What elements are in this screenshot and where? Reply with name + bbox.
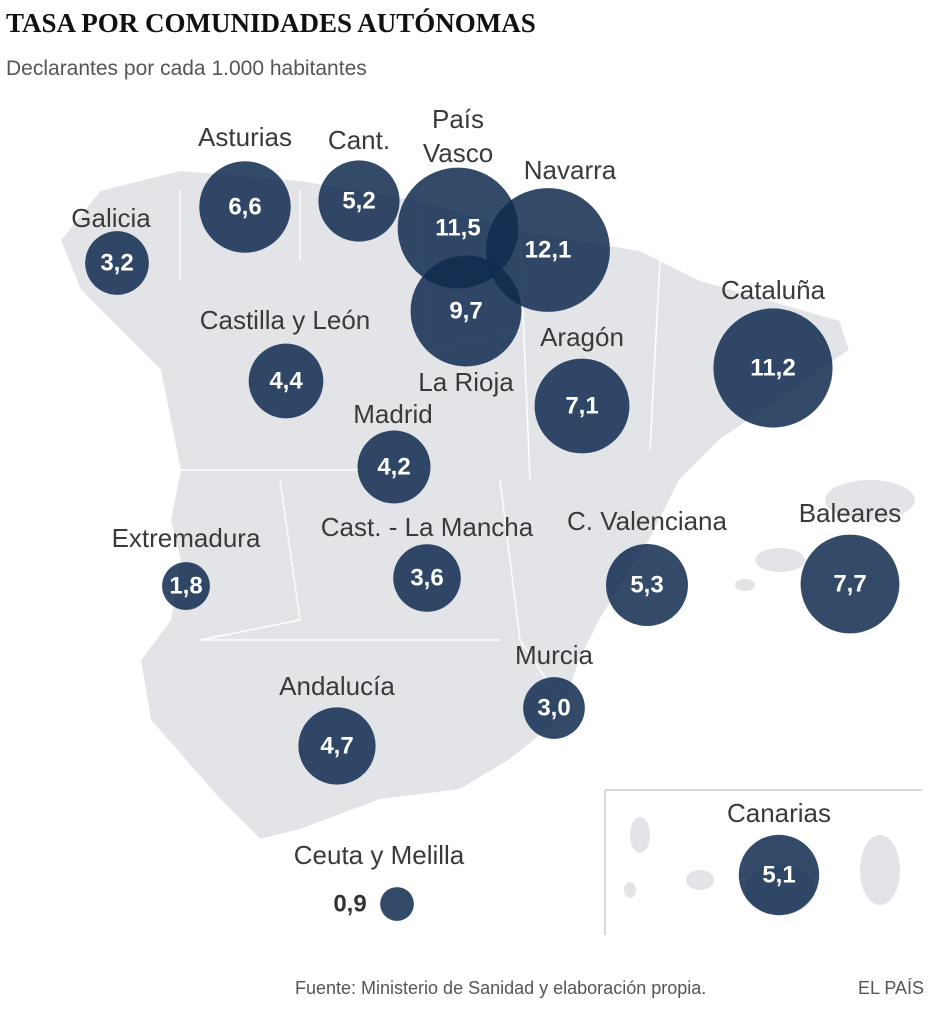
region-name: Canarias (726, 798, 832, 828)
value-label: 5,2 (342, 188, 375, 215)
value-label: 7,7 (833, 571, 866, 598)
bubble (199, 161, 291, 253)
bubble (357, 430, 431, 504)
region-name: Castilla y León (199, 305, 371, 335)
baleares-land (735, 480, 915, 591)
value-label: 6,6 (228, 194, 261, 221)
bubble (738, 834, 820, 916)
region-name: Asturias (198, 122, 292, 152)
value-label: 0,9 (333, 891, 366, 918)
bubble (298, 707, 376, 785)
brand: EL PAÍS (858, 978, 925, 998)
value-label: 4,4 (269, 368, 303, 395)
value-label: 7,1 (565, 393, 598, 420)
value-label: 11,2 (750, 355, 795, 382)
subtitle: Declarantes por cada 1.000 habitantes (6, 57, 367, 80)
bubble (85, 231, 149, 295)
inset-frame (604, 789, 922, 935)
region-name: País Vasco (422, 104, 494, 168)
region-name: Galicia (71, 203, 151, 233)
value-label: 5,1 (762, 862, 795, 889)
land (58, 168, 852, 842)
bubble (410, 255, 522, 367)
value-label: 3,6 (410, 565, 443, 592)
region-name: Ceuta y Melilla (293, 840, 465, 870)
region-name: Cast. - La Mancha (320, 512, 534, 542)
title: TASA POR COMUNIDADES AUTÓNOMAS (6, 8, 536, 38)
value-label: 4,7 (320, 733, 353, 760)
region-name: La Rioja (418, 367, 514, 397)
bubble (318, 160, 400, 242)
value-label: 11,5 (435, 215, 480, 242)
source: Fuente: Ministerio de Sanidad y elaborac… (295, 978, 707, 998)
value-label: 1,8 (169, 573, 202, 600)
bubble (606, 544, 688, 626)
bubble (713, 308, 833, 428)
region-name: Cataluña (720, 275, 826, 305)
region-name: Madrid (353, 399, 433, 429)
value-label: 3,0 (537, 695, 570, 722)
value-label: 5,3 (630, 572, 663, 599)
value-label: 4,2 (377, 454, 410, 481)
bubble (380, 887, 414, 921)
bubbles: 3,2 6,6 5,2 11,5 12,1 4,4 9,7 7,1 11,2 4,2 1,8 3,6 5… (85, 160, 900, 921)
bubble (523, 677, 585, 739)
region-name: Baleares (798, 498, 902, 528)
bubble (800, 534, 900, 634)
bubble (534, 358, 630, 454)
bubble (248, 343, 324, 419)
region-name: Navarra (523, 155, 617, 185)
bubble (162, 562, 210, 610)
value-label: 12,1 (525, 237, 572, 264)
region-name: Andalucía (279, 671, 395, 701)
region-name: Extremadura (111, 523, 261, 553)
value-label: 3,2 (100, 250, 133, 277)
bubble (486, 188, 610, 312)
region-name: C. Valenciana (567, 506, 727, 536)
value-label: 9,7 (449, 298, 482, 325)
bubble (393, 544, 461, 612)
region-name: Murcia (514, 640, 594, 670)
region-name: Aragón (540, 322, 624, 352)
region-name: Cant. (327, 125, 391, 155)
